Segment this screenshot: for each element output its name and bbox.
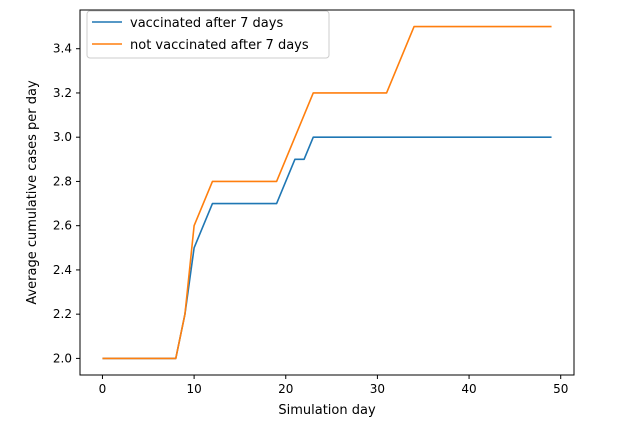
x-tick-label: 30 [370,382,385,396]
y-tick-label: 2.6 [53,219,72,233]
y-tick-label: 3.2 [53,86,72,100]
x-axis-ticks: 0 10 20 30 40 50 [99,375,568,396]
y-tick-label: 2.2 [53,307,72,321]
plot-frame [79,9,575,376]
series-line-1 [102,25,552,360]
x-tick-label: 50 [553,382,568,396]
y-axis-ticks: 2.0 2.2 2.4 2.6 2.8 3.0 3.2 3.4 [53,42,80,365]
series-layer [102,25,552,360]
legend: vaccinated after 7 days not vaccinated a… [86,10,330,59]
y-tick-label: 2.8 [53,174,72,188]
x-tick-label: 20 [278,382,293,396]
legend-label-not-vaccinated: not vaccinated after 7 days [130,38,309,53]
legend-label-vaccinated: vaccinated after 7 days [130,16,283,31]
y-tick-label: 2.4 [53,263,72,277]
x-tick-label: 10 [186,382,201,396]
y-tick-label: 2.0 [53,351,72,365]
legend-box [86,10,330,59]
x-tick-label: 0 [99,382,107,396]
plot-area [80,10,574,375]
x-axis-label: Simulation day [278,403,376,418]
y-tick-label: 3.0 [53,130,72,144]
y-axis-label: Average cumulative cases per day [25,80,40,305]
x-tick-label: 40 [461,382,476,396]
y-tick-label: 3.4 [53,42,72,56]
